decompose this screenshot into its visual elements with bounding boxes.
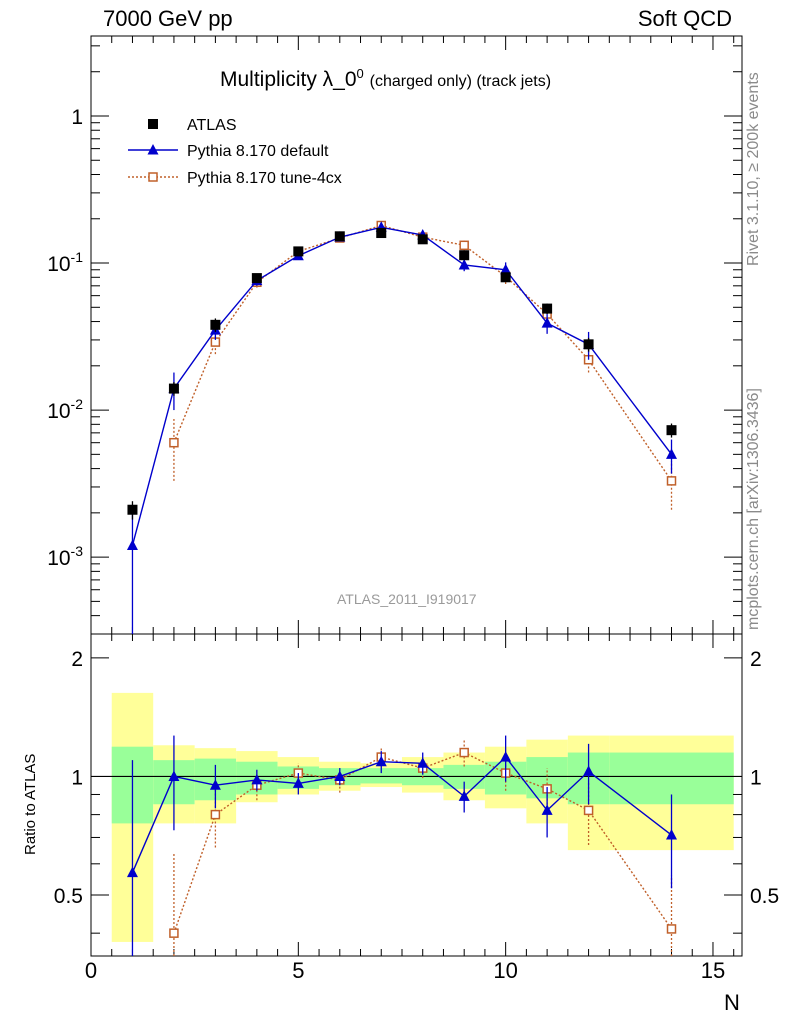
ratio-point-default xyxy=(666,829,678,840)
x-tick-label: 15 xyxy=(701,958,725,983)
top-point-atlas xyxy=(210,319,221,330)
title-superscript: 0 xyxy=(356,66,364,81)
top-point-atlas xyxy=(583,339,594,350)
ratio-point-tune-4cx xyxy=(210,809,221,820)
title-main: Multiplicity λ_0 xyxy=(220,68,357,91)
top-point-atlas xyxy=(251,273,262,284)
top-point-atlas xyxy=(293,246,304,257)
side-text-rivet: Rivet 3.1.10, ≥ 200k events xyxy=(745,72,762,266)
top-point-atlas xyxy=(168,383,179,394)
ratio-point-tune-4cx xyxy=(666,924,677,934)
ratio-y-tick-label-left: 2 xyxy=(71,648,83,671)
y-tick-label: 10-1 xyxy=(47,249,83,276)
ratio-panel-frame xyxy=(90,633,743,957)
ratio-point-default xyxy=(458,790,470,801)
ratio-point-tune-4cx xyxy=(583,805,594,816)
top-point-tune-4cx xyxy=(169,437,179,448)
x-tick-label: 10 xyxy=(493,958,517,983)
ratio-bands xyxy=(111,692,734,942)
side-text-mcplots: mcplots.cern.ch [arXiv:1306.3436] xyxy=(745,388,762,630)
legend-marker xyxy=(148,172,158,182)
ratio-point-default xyxy=(583,765,595,776)
ratio-point-default xyxy=(292,777,304,788)
top-point-atlas xyxy=(666,425,677,436)
ratio-band-inner xyxy=(360,768,402,784)
ratio-point-default xyxy=(126,866,138,878)
ratio-y-axis-label: Ratio to ATLAS xyxy=(22,753,39,855)
ratio-y-tick-label-right: 2 xyxy=(750,648,762,671)
ratio-point-default xyxy=(168,770,180,781)
ratio-point-default xyxy=(209,779,221,790)
ratio-point-default xyxy=(417,757,429,768)
ratio-y-tick-label-left: 1 xyxy=(71,766,83,789)
ratio-point-default xyxy=(334,770,346,781)
top-point-tune-4cx xyxy=(459,240,469,251)
ratio-point-default xyxy=(251,773,263,785)
ratio-y-tick-label-right: 1 xyxy=(750,766,762,789)
top-point-atlas xyxy=(459,250,470,261)
ratio-panel-series xyxy=(126,735,678,956)
x-tick-label: 5 xyxy=(292,958,304,983)
ratio-y-tick-label-right: 0.5 xyxy=(750,885,779,908)
top-line-tune-4cx xyxy=(173,224,673,482)
top-point-default xyxy=(666,448,678,459)
title-suffix: (charged only) (track jets) xyxy=(369,73,552,90)
legend-marker xyxy=(147,144,159,155)
x-axis-label: N xyxy=(724,990,740,1015)
ratio-point-default xyxy=(500,751,512,762)
top-point-atlas xyxy=(376,228,387,239)
ratio-point-default xyxy=(375,755,387,767)
top-point-default xyxy=(541,317,553,328)
x-tick-label: 0 xyxy=(85,958,97,983)
plot-title: Multiplicity λ_00 (charged only) (track … xyxy=(220,66,551,92)
ratio-y-tick-label-left: 0.5 xyxy=(54,885,83,908)
header-right-text: Soft QCD xyxy=(637,6,732,31)
ratio-panel-axes: 0 5 10 15 0.5 0.5 1 1 2 2 xyxy=(54,633,779,983)
y-tick-label: 10-2 xyxy=(47,396,83,423)
top-point-atlas xyxy=(542,303,553,314)
y-tick-label: 1 xyxy=(71,106,83,129)
top-point-tune-4cx xyxy=(666,476,677,486)
top-point-atlas xyxy=(500,272,511,283)
top-panel-series xyxy=(126,220,678,634)
top-point-atlas xyxy=(334,231,345,242)
analysis-watermark: ATLAS_2011_I919017 xyxy=(337,591,477,607)
header-left-text: 7000 GeV pp xyxy=(103,6,233,31)
top-point-default xyxy=(126,539,138,550)
y-tick-label: 10-3 xyxy=(47,543,83,570)
legend: ATLAS Pythia 8.170 default Pythia 8.170 tu… xyxy=(128,117,342,187)
ratio-point-tune-4cx xyxy=(459,747,469,758)
top-point-atlas xyxy=(127,504,138,515)
ratio-point-tune-4cx xyxy=(169,928,179,938)
legend-label: ATLAS xyxy=(187,117,237,134)
top-point-atlas xyxy=(417,234,428,245)
top-line-default xyxy=(131,226,673,546)
legend-label: Pythia 8.170 tune-4cx xyxy=(187,170,342,187)
legend-label: Pythia 8.170 default xyxy=(187,143,329,160)
top-point-default xyxy=(500,263,512,275)
legend-marker xyxy=(148,119,158,129)
ratio-point-default xyxy=(541,804,553,815)
top-point-default xyxy=(458,258,470,270)
